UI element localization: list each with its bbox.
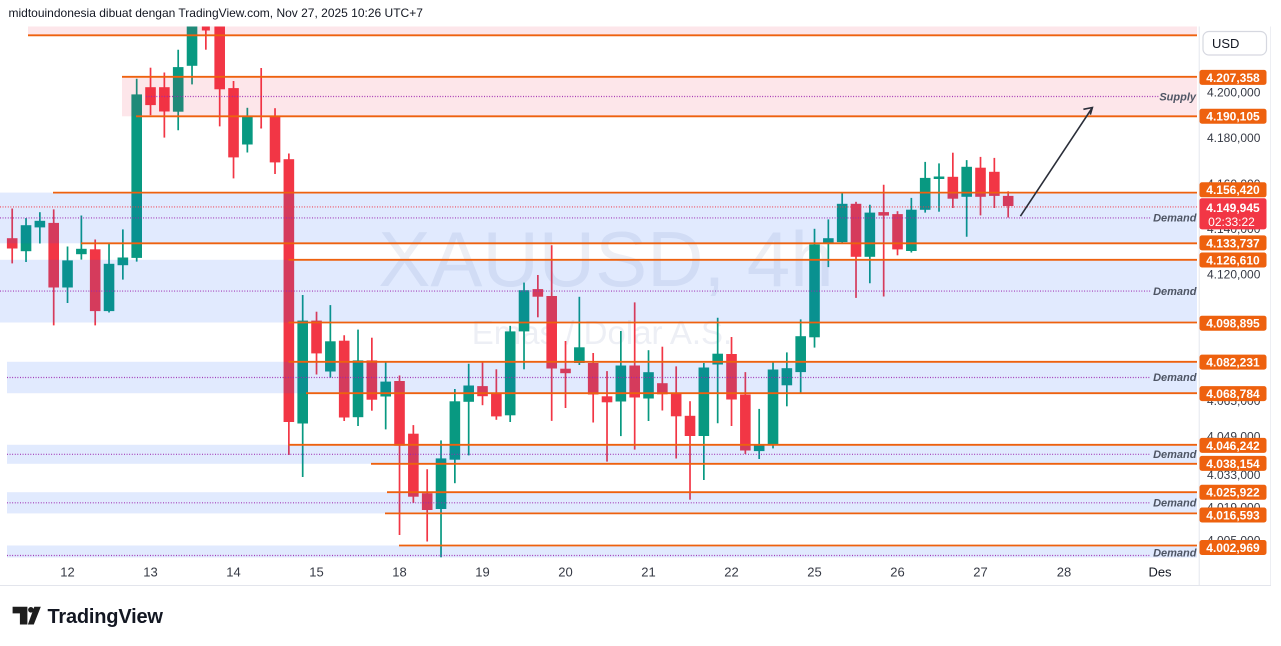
svg-text:4.200,000: 4.200,000 <box>1207 86 1261 100</box>
svg-text:USD: USD <box>1212 36 1239 51</box>
svg-text:4.002,969: 4.002,969 <box>1206 541 1260 555</box>
svg-text:Des: Des <box>1148 565 1172 580</box>
svg-text:4.180,000: 4.180,000 <box>1207 131 1261 145</box>
svg-text:22: 22 <box>724 565 738 580</box>
svg-text:21: 21 <box>641 565 655 580</box>
svg-text:12: 12 <box>60 565 74 580</box>
svg-text:Demand: Demand <box>1153 213 1197 225</box>
svg-text:Demand: Demand <box>1153 449 1197 461</box>
svg-text:Demand: Demand <box>1153 547 1197 559</box>
svg-text:4.190,105: 4.190,105 <box>1206 110 1260 124</box>
svg-text:20: 20 <box>558 565 572 580</box>
svg-text:18: 18 <box>392 565 406 580</box>
svg-text:4.207,358: 4.207,358 <box>1206 71 1260 85</box>
svg-text:4.068,784: 4.068,784 <box>1206 387 1260 401</box>
svg-text:4.016,593: 4.016,593 <box>1206 508 1260 522</box>
svg-text:4.025,922: 4.025,922 <box>1206 486 1260 500</box>
svg-text:25: 25 <box>807 565 821 580</box>
svg-text:4.156,420: 4.156,420 <box>1206 183 1260 197</box>
svg-text:Demand: Demand <box>1153 497 1197 509</box>
svg-text:14: 14 <box>226 565 240 580</box>
svg-text:Demand: Demand <box>1153 372 1197 384</box>
svg-text:Demand: Demand <box>1153 286 1197 298</box>
svg-text:13: 13 <box>143 565 157 580</box>
svg-text:4.046,242: 4.046,242 <box>1206 439 1260 453</box>
svg-text:Supply: Supply <box>1159 91 1197 103</box>
svg-text:26: 26 <box>890 565 904 580</box>
svg-text:4.098,895: 4.098,895 <box>1206 317 1260 331</box>
svg-text:4.133,737: 4.133,737 <box>1206 236 1260 250</box>
svg-text:19: 19 <box>475 565 489 580</box>
svg-text:4.149,945: 4.149,945 <box>1206 201 1260 215</box>
svg-text:28: 28 <box>1057 565 1071 580</box>
svg-text:4.082,231: 4.082,231 <box>1206 356 1260 370</box>
svg-text:15: 15 <box>309 565 323 580</box>
svg-text:4.033,000: 4.033,000 <box>1207 468 1261 482</box>
svg-text:02:33:22: 02:33:22 <box>1208 215 1255 229</box>
svg-text:27: 27 <box>973 565 987 580</box>
svg-text:4.038,154: 4.038,154 <box>1206 457 1260 471</box>
svg-text:4.120,000: 4.120,000 <box>1207 267 1261 281</box>
svg-text:TradingView: TradingView <box>48 606 164 628</box>
svg-text:4.126,610: 4.126,610 <box>1206 253 1260 267</box>
